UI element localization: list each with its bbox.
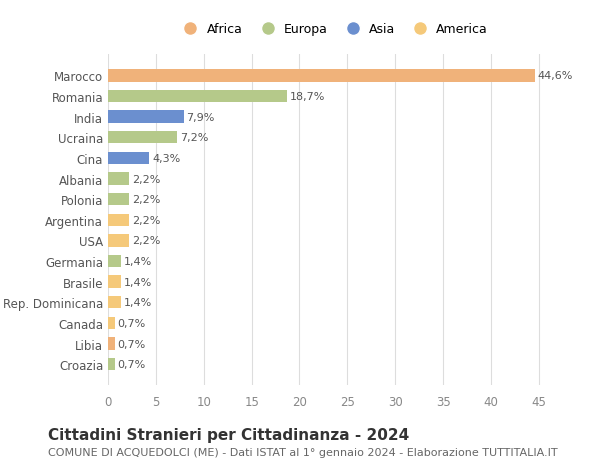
- Text: 0,7%: 0,7%: [118, 318, 146, 328]
- Bar: [108, 132, 177, 144]
- Legend: Africa, Europa, Asia, America: Africa, Europa, Asia, America: [173, 18, 493, 41]
- Text: 18,7%: 18,7%: [290, 92, 325, 102]
- Text: COMUNE DI ACQUEDOLCI (ME) - Dati ISTAT al 1° gennaio 2024 - Elaborazione TUTTITA: COMUNE DI ACQUEDOLCI (ME) - Dati ISTAT a…: [48, 448, 557, 458]
- Text: 0,7%: 0,7%: [118, 359, 146, 369]
- Text: 2,2%: 2,2%: [132, 174, 160, 184]
- Text: 2,2%: 2,2%: [132, 236, 160, 246]
- Bar: [108, 214, 129, 226]
- Bar: [108, 276, 121, 288]
- Bar: [108, 255, 121, 268]
- Bar: [108, 297, 121, 309]
- Bar: [108, 235, 129, 247]
- Bar: [108, 194, 129, 206]
- Bar: [108, 111, 184, 123]
- Text: 0,7%: 0,7%: [118, 339, 146, 349]
- Bar: [108, 70, 535, 83]
- Text: 44,6%: 44,6%: [538, 71, 573, 81]
- Text: Cittadini Stranieri per Cittadinanza - 2024: Cittadini Stranieri per Cittadinanza - 2…: [48, 427, 409, 442]
- Text: 2,2%: 2,2%: [132, 195, 160, 205]
- Text: 7,9%: 7,9%: [187, 112, 215, 123]
- Bar: [108, 173, 129, 185]
- Text: 1,4%: 1,4%: [124, 297, 152, 308]
- Text: 1,4%: 1,4%: [124, 257, 152, 267]
- Bar: [108, 152, 149, 165]
- Text: 1,4%: 1,4%: [124, 277, 152, 287]
- Text: 2,2%: 2,2%: [132, 215, 160, 225]
- Bar: [108, 358, 115, 370]
- Text: 4,3%: 4,3%: [152, 154, 180, 163]
- Bar: [108, 338, 115, 350]
- Text: 7,2%: 7,2%: [180, 133, 208, 143]
- Bar: [108, 91, 287, 103]
- Bar: [108, 317, 115, 330]
